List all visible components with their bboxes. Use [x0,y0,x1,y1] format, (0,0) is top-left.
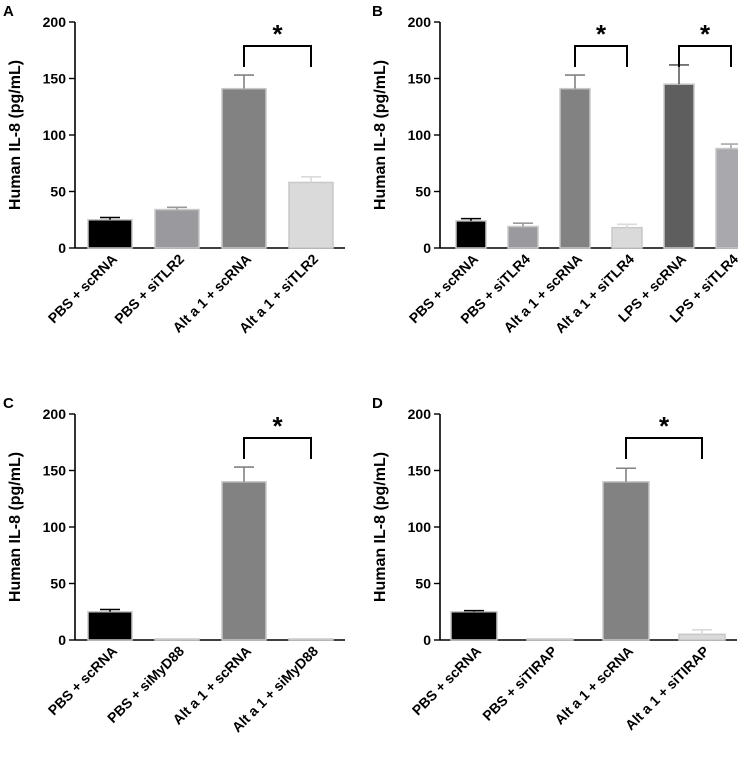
category-label: PBS + siTIRAP [479,643,560,724]
bar [450,611,498,641]
bar [526,638,574,641]
significance-bracket [678,45,732,67]
y-tick-label: 200 [43,14,67,30]
significance-marker: * [700,19,711,49]
chart-panel-d: D Human IL-8 (pg/mL) 0 50 100 150 200 PBS + scR… [372,395,737,733]
panel-letter: D [372,395,383,412]
significance-marker: * [272,411,283,441]
bar [715,147,738,249]
bar [154,208,200,249]
bar [288,638,334,641]
y-tick-label: 0 [58,632,66,648]
category-label: PBS + scRNA [45,643,120,718]
y-tick-label: 50 [50,184,66,200]
panel-letter: B [372,3,383,20]
bar [288,181,334,249]
y-axis-title: Human IL-8 (pg/mL) [7,60,24,210]
y-tick-label: 200 [408,14,432,30]
bar [455,220,487,249]
bar [678,633,726,641]
category-label: Alt a 1 + scRNA [551,643,636,728]
category-label: PBS + scRNA [409,643,484,718]
significance-marker: * [659,411,670,441]
bar [221,481,267,641]
category-label: PBS + scRNA [45,251,120,326]
y-tick-label: 50 [50,576,66,592]
y-axis-title: Human IL-8 (pg/mL) [372,452,389,602]
bar [663,83,695,249]
y-tick-label: 100 [43,519,67,535]
bar [507,225,539,249]
significance-bracket [625,437,703,459]
significance-bracket [243,45,312,67]
chart-panel-c: C Human IL-8 (pg/mL) 0 50 100 150 200 PBS + scR… [3,395,345,735]
y-tick-label: 200 [408,406,432,422]
bar [87,219,133,249]
significance-bracket [574,45,628,67]
y-tick-label: 0 [423,632,431,648]
bar [154,638,200,641]
y-tick-label: 0 [58,240,66,256]
y-tick-label: 200 [43,406,67,422]
y-tick-label: 150 [43,463,67,479]
bar [611,226,643,249]
y-tick-label: 150 [408,71,432,87]
bar [559,87,591,249]
category-label: PBS + siTLR2 [111,251,187,327]
y-tick-label: 150 [408,463,432,479]
bar [602,481,650,641]
significance-marker: * [596,19,607,49]
y-axis-title: Human IL-8 (pg/mL) [372,60,389,210]
y-tick-label: 150 [43,71,67,87]
y-tick-label: 100 [408,127,432,143]
panel-letter: C [3,395,14,412]
y-tick-label: 50 [415,184,431,200]
category-label: Alt a 1 + siTIRAP [622,643,712,733]
y-tick-label: 100 [408,519,432,535]
bar [221,87,267,249]
significance-marker: * [272,19,283,49]
y-axis-title: Human IL-8 (pg/mL) [7,452,24,602]
chart-panel-a: A Human IL-8 (pg/mL) 0 50 100 150 200 PBS + scR… [3,3,345,336]
y-tick-label: 100 [43,127,67,143]
y-tick-label: 0 [423,240,431,256]
bar [87,611,133,641]
panel-letter: A [3,3,14,20]
y-tick-label: 50 [415,576,431,592]
significance-bracket [243,437,312,459]
